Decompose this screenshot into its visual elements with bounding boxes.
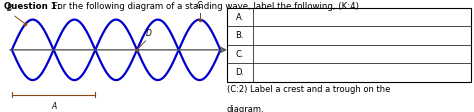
Text: B: B	[7, 4, 12, 13]
Text: diagram.: diagram.	[227, 105, 264, 112]
Text: C.: C.	[236, 50, 244, 59]
Text: (C:2) Label a crest and a trough on the: (C:2) Label a crest and a trough on the	[227, 85, 390, 94]
Text: A: A	[51, 102, 56, 111]
Text: Question 1:: Question 1:	[4, 2, 60, 11]
Text: D.: D.	[235, 68, 244, 77]
Text: For the following diagram of a standing wave, label the following, (K:4): For the following diagram of a standing …	[50, 2, 359, 11]
Text: A.: A.	[236, 13, 244, 22]
Text: D: D	[146, 29, 152, 38]
Bar	[227, 8, 471, 82]
Text: C: C	[197, 1, 202, 10]
Text: B.: B.	[236, 31, 244, 40]
